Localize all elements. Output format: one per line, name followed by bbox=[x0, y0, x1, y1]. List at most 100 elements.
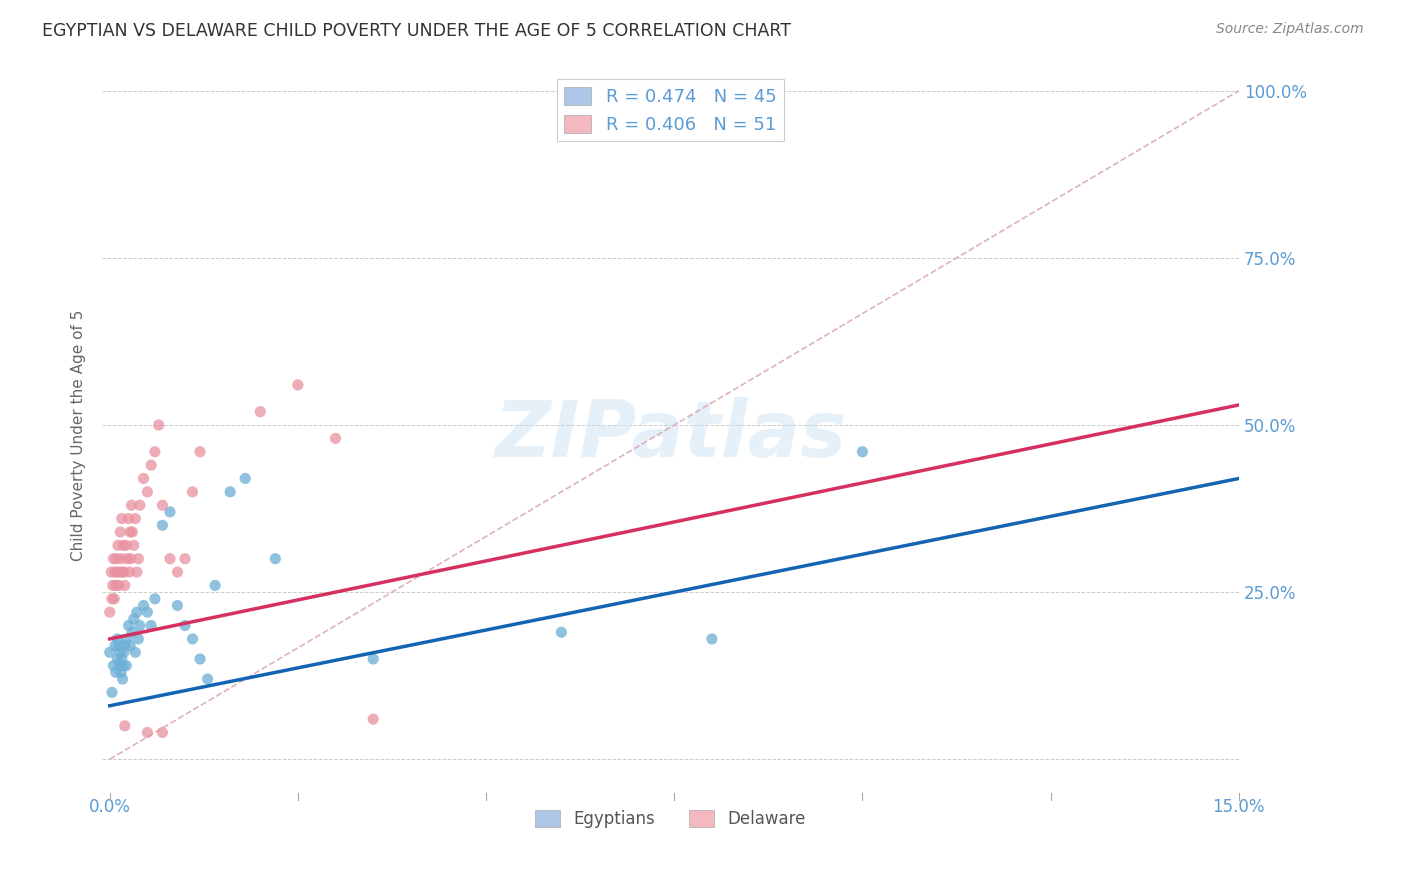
Point bbox=[204, 578, 226, 592]
Point bbox=[325, 431, 347, 445]
Point bbox=[159, 505, 181, 519]
Point bbox=[104, 665, 127, 680]
Point bbox=[105, 551, 128, 566]
Point bbox=[118, 565, 141, 579]
Point bbox=[108, 658, 131, 673]
Point bbox=[107, 639, 129, 653]
Point bbox=[124, 645, 146, 659]
Point bbox=[152, 518, 174, 533]
Point bbox=[120, 639, 142, 653]
Point bbox=[132, 471, 155, 485]
Point bbox=[112, 565, 135, 579]
Y-axis label: Child Poverty Under the Age of 5: Child Poverty Under the Age of 5 bbox=[72, 310, 86, 561]
Point bbox=[101, 591, 124, 606]
Point bbox=[188, 444, 211, 458]
Point bbox=[101, 578, 124, 592]
Point bbox=[139, 458, 162, 472]
Point bbox=[111, 672, 134, 686]
Point bbox=[152, 725, 174, 739]
Point bbox=[181, 632, 204, 646]
Point bbox=[249, 404, 271, 418]
Point bbox=[104, 565, 127, 579]
Point bbox=[104, 578, 127, 592]
Point bbox=[121, 498, 143, 512]
Point bbox=[125, 565, 148, 579]
Point bbox=[361, 652, 384, 666]
Text: ZIPatlas: ZIPatlas bbox=[495, 397, 846, 473]
Point bbox=[100, 565, 122, 579]
Point bbox=[115, 551, 138, 566]
Point bbox=[112, 658, 135, 673]
Point bbox=[550, 625, 572, 640]
Point bbox=[107, 578, 129, 592]
Point bbox=[233, 471, 256, 485]
Point bbox=[115, 632, 138, 646]
Point bbox=[103, 591, 125, 606]
Point bbox=[143, 444, 166, 458]
Point bbox=[188, 652, 211, 666]
Point bbox=[166, 565, 188, 579]
Point bbox=[128, 618, 150, 632]
Point bbox=[105, 652, 128, 666]
Point bbox=[114, 578, 136, 592]
Point bbox=[132, 599, 155, 613]
Point bbox=[219, 484, 242, 499]
Point bbox=[120, 524, 142, 539]
Point bbox=[166, 599, 188, 613]
Point bbox=[121, 625, 143, 640]
Point bbox=[115, 658, 138, 673]
Point bbox=[103, 551, 125, 566]
Point bbox=[128, 498, 150, 512]
Point bbox=[112, 538, 135, 552]
Point bbox=[159, 551, 181, 566]
Point bbox=[122, 538, 145, 552]
Point bbox=[136, 484, 159, 499]
Point bbox=[110, 551, 132, 566]
Point bbox=[181, 484, 204, 499]
Point bbox=[101, 685, 124, 699]
Point bbox=[103, 658, 125, 673]
Point bbox=[148, 417, 170, 432]
Point bbox=[98, 605, 121, 619]
Point bbox=[111, 565, 134, 579]
Point bbox=[114, 639, 136, 653]
Point bbox=[264, 551, 287, 566]
Point bbox=[127, 632, 149, 646]
Point bbox=[112, 645, 135, 659]
Point bbox=[111, 511, 134, 525]
Point bbox=[117, 618, 139, 632]
Point bbox=[143, 591, 166, 606]
Point bbox=[111, 652, 134, 666]
Text: EGYPTIAN VS DELAWARE CHILD POVERTY UNDER THE AGE OF 5 CORRELATION CHART: EGYPTIAN VS DELAWARE CHILD POVERTY UNDER… bbox=[42, 22, 792, 40]
Point bbox=[174, 551, 197, 566]
Point bbox=[108, 565, 131, 579]
Point bbox=[110, 645, 132, 659]
Point bbox=[197, 672, 219, 686]
Point bbox=[120, 551, 142, 566]
Point bbox=[115, 538, 138, 552]
Point bbox=[105, 632, 128, 646]
Legend: Egyptians, Delaware: Egyptians, Delaware bbox=[529, 803, 813, 834]
Point bbox=[117, 511, 139, 525]
Point bbox=[174, 618, 197, 632]
Point bbox=[110, 524, 132, 539]
Point bbox=[107, 538, 129, 552]
Point bbox=[124, 511, 146, 525]
Point bbox=[105, 565, 128, 579]
Point bbox=[139, 618, 162, 632]
Text: Source: ZipAtlas.com: Source: ZipAtlas.com bbox=[1216, 22, 1364, 37]
Point bbox=[127, 551, 149, 566]
Point bbox=[361, 712, 384, 726]
Point bbox=[114, 719, 136, 733]
Point bbox=[121, 524, 143, 539]
Point bbox=[110, 665, 132, 680]
Point bbox=[98, 645, 121, 659]
Point bbox=[136, 605, 159, 619]
Point bbox=[851, 444, 873, 458]
Point bbox=[152, 498, 174, 512]
Point bbox=[125, 605, 148, 619]
Point bbox=[104, 639, 127, 653]
Point bbox=[287, 378, 309, 392]
Point bbox=[136, 725, 159, 739]
Point bbox=[700, 632, 723, 646]
